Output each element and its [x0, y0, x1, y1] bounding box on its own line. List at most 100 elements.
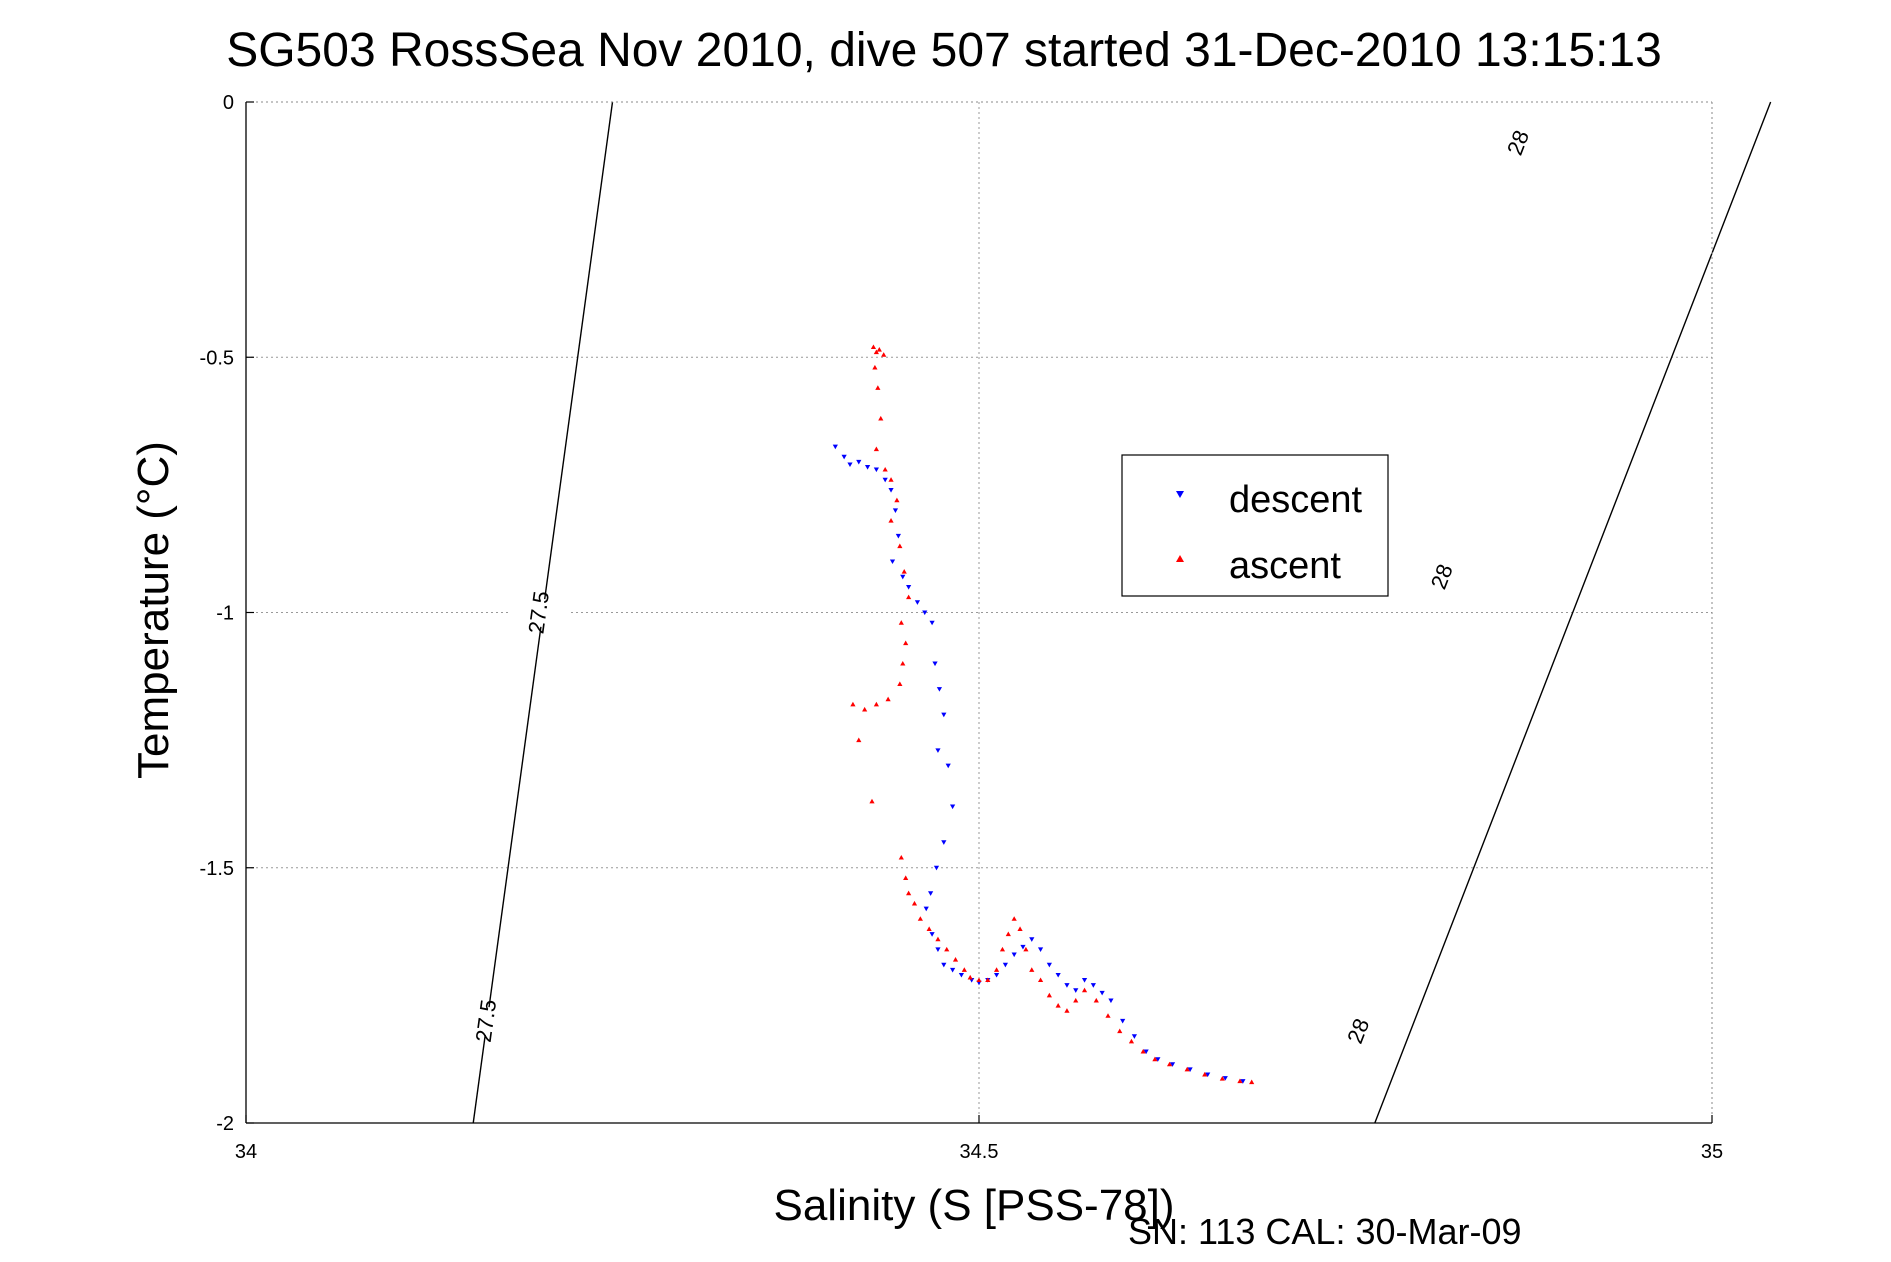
data-point: [889, 559, 896, 565]
data-point: [976, 977, 982, 983]
data-point: [856, 737, 862, 743]
data-point: [898, 620, 904, 625]
data-point: [1166, 1061, 1173, 1067]
data-point: [1237, 1078, 1243, 1084]
data-point: [888, 487, 894, 493]
data-point: [941, 962, 947, 968]
data-point: [1023, 946, 1029, 952]
data-point: [850, 701, 856, 707]
data-point: [1219, 1075, 1225, 1081]
data-point: [932, 661, 938, 667]
data-point: [1002, 962, 1008, 968]
data-point: [873, 349, 879, 355]
x-tick-label: 34.5: [960, 1141, 999, 1163]
contour-label-bg: [454, 1002, 519, 1039]
y-tick-label: -1: [216, 603, 234, 625]
data-point: [881, 352, 887, 357]
data-point: [1046, 962, 1052, 968]
data-point: [945, 763, 951, 769]
data-point: [1202, 1071, 1208, 1077]
data-point: [832, 444, 838, 450]
legend-descent-label: descent: [1229, 479, 1363, 521]
data-point: [1037, 977, 1044, 983]
data-point: [1131, 1034, 1137, 1039]
x-tick-label: 35: [1701, 1141, 1723, 1163]
data-point: [856, 459, 862, 465]
data-point: [1120, 1018, 1126, 1024]
data-point: [993, 967, 1000, 972]
data-point: [876, 346, 882, 352]
data-point: [882, 477, 888, 483]
data-point: [1140, 1048, 1146, 1054]
data-point: [1093, 997, 1099, 1003]
data-point: [1105, 1013, 1111, 1018]
data-point: [885, 696, 891, 702]
data-point: [1055, 972, 1061, 978]
data-point: [950, 804, 956, 810]
data-point: [926, 926, 932, 932]
data-point: [888, 518, 894, 523]
data-point: [928, 891, 934, 896]
data-point: [1055, 1002, 1061, 1008]
data-point: [882, 466, 888, 472]
data-point: [922, 610, 928, 616]
data-point: [936, 687, 943, 692]
data-point: [917, 916, 923, 921]
contour-label-bg: [1325, 1007, 1392, 1056]
data-point: [1117, 1028, 1123, 1034]
data-point: [906, 594, 912, 600]
data-point: [878, 415, 884, 421]
data-point: [941, 840, 947, 845]
x-axis-ticks: 34 34.5 35: [235, 1115, 1723, 1163]
data-point: [929, 932, 935, 937]
contour-label-bg: [1409, 552, 1476, 601]
data-point: [1005, 931, 1011, 937]
data-point: [1011, 952, 1017, 958]
data-point: [903, 875, 909, 880]
data-point: [1240, 1079, 1246, 1084]
x-tick-label: 34: [235, 1141, 257, 1163]
data-point: [872, 364, 878, 370]
data-point: [944, 946, 950, 952]
y-tick-label: -1.5: [200, 858, 234, 880]
grid-lines: [246, 102, 1712, 1123]
data-point: [999, 946, 1006, 952]
y-tick-label: -0.5: [200, 347, 234, 369]
calibration-footer: SN: 113 CAL: 30-Mar-09: [1128, 1211, 1522, 1252]
data-point: [1064, 1008, 1070, 1013]
data-point: [897, 681, 903, 686]
legend-box: [1121, 454, 1389, 597]
data-point: [1081, 987, 1088, 993]
data-point: [1064, 983, 1070, 988]
legend-descent-marker: [1176, 491, 1184, 498]
y-axis-ticks: 0 -0.5 -1 -1.5 -2: [200, 92, 254, 1135]
data-point: [1099, 990, 1105, 996]
data-point: [1046, 992, 1052, 998]
data-point: [935, 947, 941, 953]
data-point: [897, 543, 903, 549]
contour-line: [1374, 101, 1772, 1124]
data-point: [841, 454, 847, 460]
data-point: [961, 967, 967, 972]
data-point: [888, 477, 894, 482]
data-point: [950, 967, 956, 973]
data-point: [993, 972, 1000, 978]
data-point: [914, 600, 921, 605]
data-point: [862, 706, 868, 712]
legend-ascent-label: ascent: [1229, 545, 1341, 587]
contour-label: 27.5: [471, 998, 502, 1044]
data-point: [1169, 1062, 1176, 1067]
data-point: [894, 497, 900, 503]
data-point: [1073, 988, 1079, 993]
data-point: [847, 462, 853, 468]
data-point: [1037, 947, 1044, 953]
data-point: [1205, 1072, 1211, 1078]
data-point: [985, 977, 991, 983]
data-point: [1187, 1067, 1193, 1072]
contour-label-bg: [507, 594, 571, 631]
data-point: [933, 865, 940, 871]
data-point: [1128, 1038, 1135, 1044]
data-point: [1017, 926, 1023, 932]
